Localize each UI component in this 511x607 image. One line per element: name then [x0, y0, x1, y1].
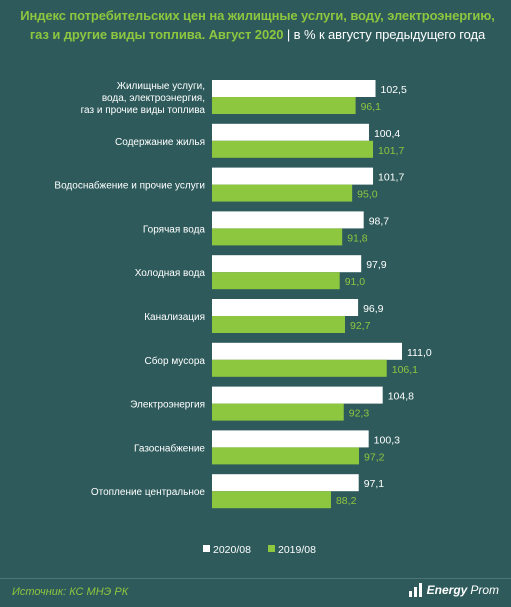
data-label-2019: 92,3	[349, 408, 370, 420]
data-label-2020: 102,5	[381, 84, 407, 96]
title-unit: в % к августу предыдущего года	[293, 27, 486, 42]
energyprom-logo-icon	[408, 583, 422, 597]
data-label-2019: 92,7	[350, 320, 371, 332]
bar-2019	[212, 359, 387, 377]
data-label-2020: 97,1	[364, 478, 385, 490]
category-label: Канализация	[144, 312, 205, 323]
category-label: Горячая вода	[143, 224, 206, 235]
bar-2020	[212, 80, 376, 97]
bar-2019	[212, 316, 345, 333]
category-label: Водоснабжение и прочие услуги	[54, 180, 205, 192]
data-label-2020: 97,9	[366, 259, 387, 271]
source-note: Источник: КС МНЭ РК	[12, 586, 129, 598]
data-label-2019: 97,2	[364, 451, 385, 463]
bar-2020	[212, 299, 359, 316]
data-label-2020: 96,9	[363, 303, 384, 315]
bar-chart: Жилищные услуги, вода, электроэнергия, газ…	[54, 80, 432, 556]
title-main: Индекс потребительских цен на жилищные у…	[20, 8, 495, 42]
logo-energy: Energy	[426, 583, 468, 597]
category-label: Газоснабжение	[134, 442, 205, 454]
data-label-2020: 100,3	[374, 434, 400, 446]
category-label: Жилищные услуги, вода, электроэнергия, газ…	[81, 81, 206, 116]
bar-2019	[212, 272, 340, 290]
legend-label: 2020/08	[213, 544, 251, 556]
data-label-2019: 88,2	[336, 495, 357, 507]
bar-2019	[212, 97, 356, 114]
data-label-2020: 111,0	[407, 347, 432, 359]
bar-2020	[212, 474, 359, 492]
bar-2020	[212, 123, 369, 141]
bar-2020	[212, 167, 374, 185]
bar-2020	[212, 255, 362, 273]
data-label-2019: 96,1	[361, 101, 382, 113]
legend-swatch	[268, 545, 275, 552]
data-label-2020: 104,8	[388, 391, 414, 403]
legend-label: 2019/08	[278, 544, 316, 556]
category-label: Холодная вода	[135, 268, 206, 279]
bar-2020	[212, 386, 383, 404]
footer-divider	[0, 578, 511, 579]
bar-2019	[212, 140, 374, 158]
bar-2020	[212, 211, 364, 229]
energyprom-logo: Energy Prom	[408, 582, 499, 598]
bar-2019	[212, 491, 331, 509]
data-label-2019: 91,0	[345, 276, 366, 288]
bar-2019	[212, 447, 360, 465]
bar-2020	[212, 430, 369, 448]
chart-title: Индекс потребительских цен на жилищные у…	[10, 6, 505, 44]
title-separator: |	[286, 27, 291, 42]
data-label-2020: 100,4	[374, 128, 400, 140]
bar-2020	[212, 342, 402, 360]
bar-2019	[212, 403, 344, 421]
data-label-2019: 106,1	[392, 364, 418, 376]
data-label-2020: 101,7	[378, 172, 404, 184]
data-label-2019: 95,0	[357, 189, 378, 201]
data-label-2019: 91,8	[347, 232, 368, 244]
data-label-2020: 98,7	[369, 215, 390, 227]
category-label: Электроэнергия	[130, 400, 205, 411]
category-label: Сбор мусора	[144, 355, 205, 367]
bar-2019	[212, 228, 343, 246]
category-label: Отопление центральное	[91, 487, 206, 498]
data-label-2019: 101,7	[378, 145, 404, 157]
category-label: Содержание жилья	[115, 137, 205, 148]
bar-2019	[212, 184, 353, 202]
legend-swatch	[203, 545, 210, 552]
logo-prom: Prom	[470, 583, 499, 597]
